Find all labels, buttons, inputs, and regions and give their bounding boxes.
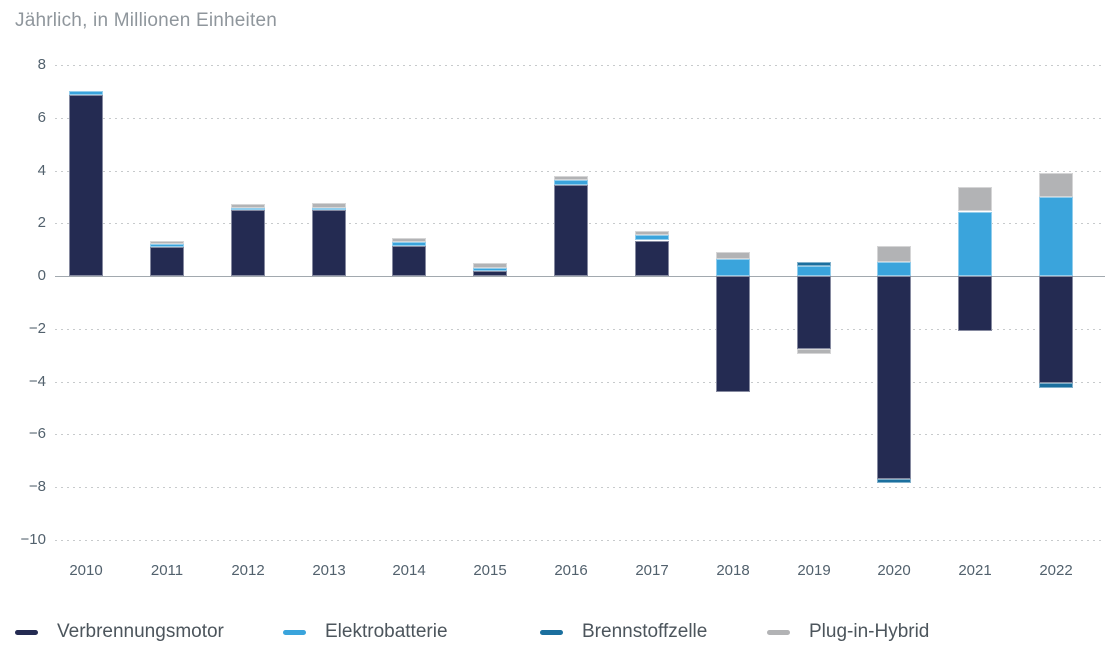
y-tick-label: 4 xyxy=(37,162,46,179)
bar-segment xyxy=(392,245,426,277)
bar-segment xyxy=(392,237,426,242)
grid-line xyxy=(55,540,1105,541)
bar-segment xyxy=(150,244,184,247)
bar-segment xyxy=(473,270,507,277)
x-tick-label: 2014 xyxy=(392,562,426,579)
x-tick-label: 2017 xyxy=(635,562,669,579)
bar-segment xyxy=(554,185,588,277)
y-tick-label: −10 xyxy=(20,531,46,548)
legend-swatch-icon xyxy=(283,629,306,635)
x-tick-label: 2019 xyxy=(797,562,831,579)
bar-segment xyxy=(877,246,911,262)
bar-segment xyxy=(312,207,346,211)
legend-label: Plug-in-Hybrid xyxy=(809,621,930,642)
grid-line xyxy=(55,118,1105,119)
bar-segment xyxy=(877,276,911,480)
bar-segment xyxy=(635,231,669,236)
bar-segment xyxy=(635,240,669,277)
bar-segment xyxy=(554,179,588,186)
bar-segment xyxy=(797,265,831,277)
legend-swatch-icon xyxy=(767,629,790,635)
bar-segment xyxy=(1039,276,1073,383)
bar-segment xyxy=(797,348,831,354)
grid-line xyxy=(55,329,1105,330)
bar-segment xyxy=(716,252,750,259)
y-tick-label: −8 xyxy=(28,478,46,495)
bar-segment xyxy=(231,203,265,208)
legend-label: Verbrennungsmotor xyxy=(57,621,224,642)
x-tick-label: 2011 xyxy=(150,562,184,579)
chart-legend: Verbrennungsmotor Elektrobatterie Brenns… xyxy=(0,616,1119,648)
y-tick-label: 8 xyxy=(37,56,46,73)
y-tick-label: −4 xyxy=(28,373,46,390)
x-tick-label: 2021 xyxy=(958,562,992,579)
legend-item-brennstoffzelle: Brennstoffzelle xyxy=(540,616,707,648)
bar-segment xyxy=(312,203,346,208)
x-tick-label: 2010 xyxy=(69,562,103,579)
bar-segment xyxy=(877,479,911,484)
grid-line xyxy=(55,171,1105,172)
bar-segment xyxy=(1039,173,1073,197)
y-tick-label: 2 xyxy=(37,214,46,231)
grid-line xyxy=(55,434,1105,435)
legend-item-plug-in-hybrid: Plug-in-Hybrid xyxy=(767,616,929,648)
bar-segment xyxy=(635,235,669,241)
x-tick-label: 2012 xyxy=(231,562,265,579)
x-tick-label: 2016 xyxy=(554,562,588,579)
bar-segment xyxy=(716,276,750,393)
x-tick-label: 2013 xyxy=(312,562,346,579)
y-tick-label: 0 xyxy=(37,267,46,284)
bar-segment xyxy=(797,262,831,266)
legend-label: Brennstoffzelle xyxy=(582,621,708,642)
bar-segment xyxy=(554,175,588,180)
bar-segment xyxy=(797,276,831,349)
bar-segment xyxy=(392,241,426,246)
legend-item-verbrennungsmotor: Verbrennungsmotor xyxy=(15,616,224,648)
bar-segment xyxy=(473,268,507,271)
legend-item-elektrobatterie: Elektrobatterie xyxy=(283,616,448,648)
y-tick-label: −6 xyxy=(28,425,46,442)
bar-segment xyxy=(1039,383,1073,388)
bar-segment xyxy=(150,241,184,245)
x-tick-label: 2015 xyxy=(473,562,507,579)
grid-line xyxy=(55,65,1105,66)
legend-swatch-icon xyxy=(540,629,563,635)
bar-segment xyxy=(958,276,992,332)
bar-segment xyxy=(231,207,265,211)
legend-swatch-icon xyxy=(15,629,38,635)
bar-segment xyxy=(1039,196,1073,277)
bar-segment xyxy=(69,91,103,96)
y-tick-label: 6 xyxy=(37,109,46,126)
chart-title: Jährlich, in Millionen Einheiten xyxy=(15,10,277,31)
legend-label: Elektrobatterie xyxy=(325,621,448,642)
bar-segment xyxy=(312,210,346,277)
y-tick-label: −2 xyxy=(28,320,46,337)
bar-segment xyxy=(958,187,992,212)
bar-segment xyxy=(231,210,265,277)
bar-segment xyxy=(69,95,103,277)
bar-segment xyxy=(877,261,911,277)
zero-axis-line xyxy=(55,276,1105,277)
x-tick-label: 2018 xyxy=(716,562,750,579)
grid-line xyxy=(55,382,1105,383)
grid-line xyxy=(55,487,1105,488)
x-tick-label: 2020 xyxy=(877,562,911,579)
bar-segment xyxy=(716,259,750,277)
x-tick-label: 2022 xyxy=(1039,562,1073,579)
bar-segment xyxy=(958,211,992,277)
bar-segment xyxy=(150,247,184,277)
bar-segment xyxy=(473,263,507,269)
